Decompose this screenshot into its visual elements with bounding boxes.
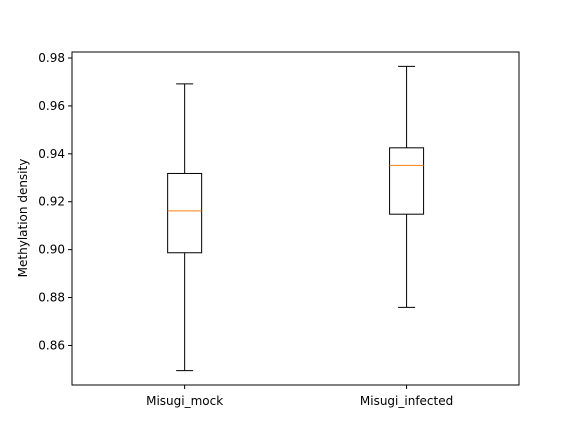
- y-tick-label: 0.92: [38, 195, 65, 209]
- y-axis: 0.86 0.88 0.90 0.92 0.94 0.96 0.98: [38, 51, 72, 352]
- y-tick-label: 0.98: [38, 51, 65, 65]
- y-tick-label: 0.94: [38, 147, 65, 161]
- plot-frame: [71, 51, 520, 386]
- box-series: [167, 65, 425, 372]
- y-tick-label: 0.90: [38, 243, 65, 257]
- y-tick-label: 0.88: [38, 291, 65, 305]
- y-tick-label: 0.86: [38, 338, 65, 352]
- x-tick-label: Misugi_infected: [360, 394, 453, 408]
- x-axis: Misugi_mock Misugi_infected: [146, 385, 453, 408]
- x-tick-label: Misugi_mock: [146, 394, 223, 408]
- box-iqr: [167, 172, 203, 254]
- box-iqr: [389, 147, 425, 215]
- y-tick-label: 0.96: [38, 99, 65, 113]
- y-axis-label: Methylation density: [16, 159, 30, 278]
